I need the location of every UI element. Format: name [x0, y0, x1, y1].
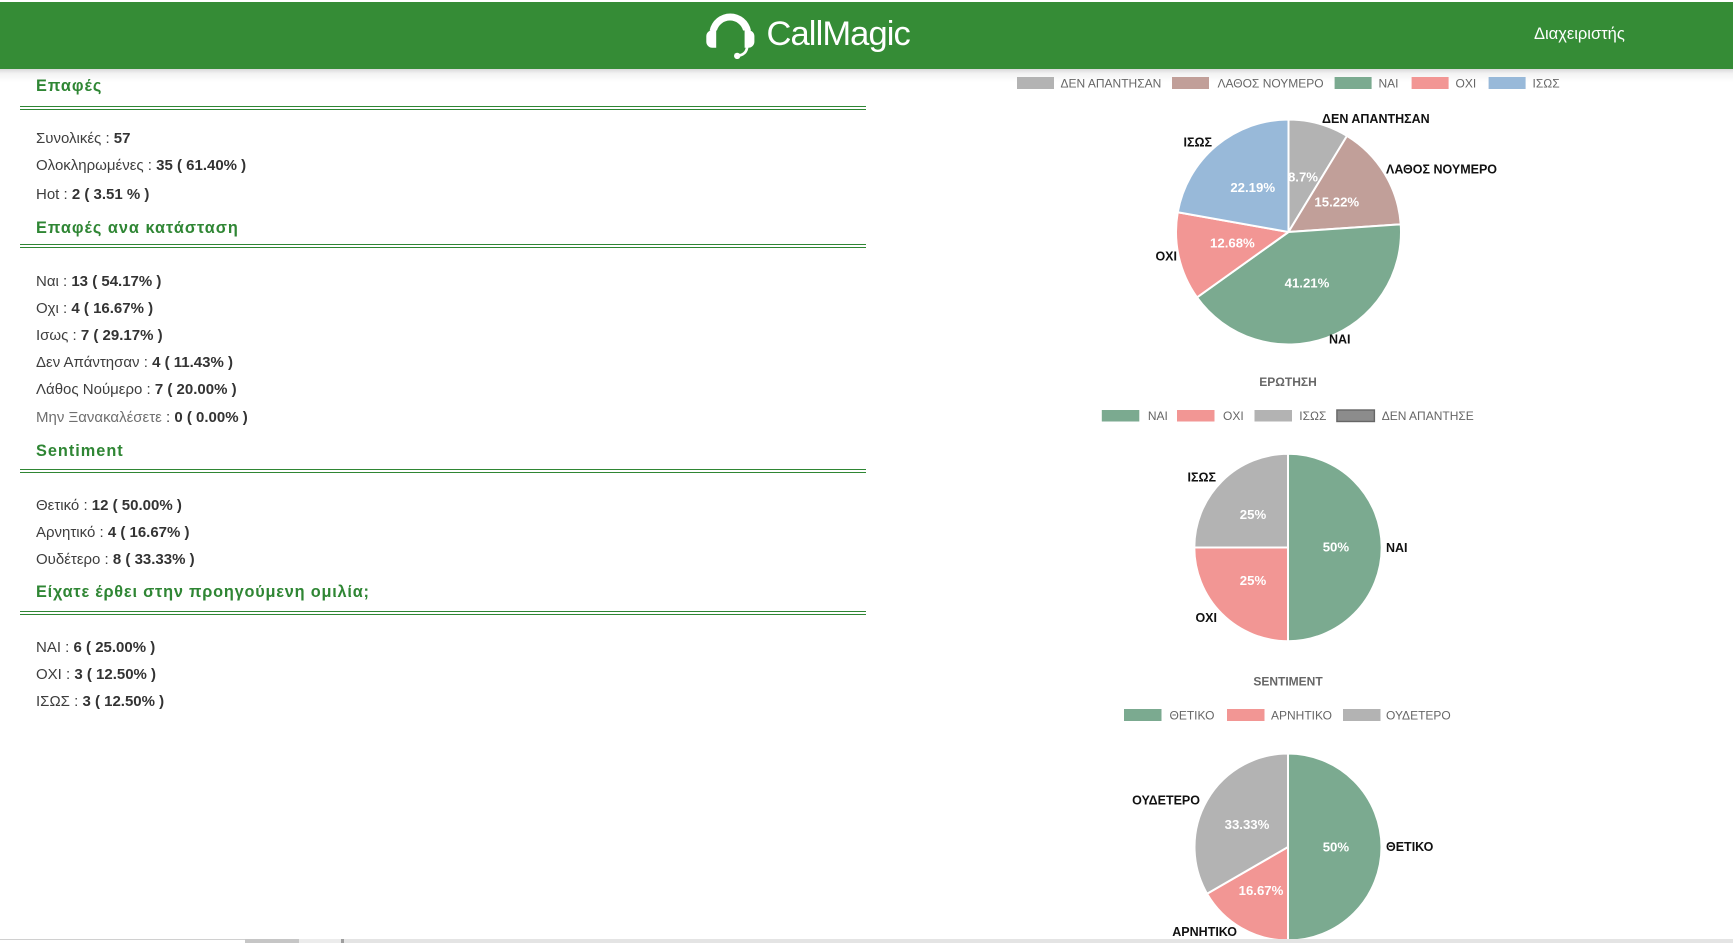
svg-text:ΛΑΘΟΣ ΝΟΥΜΕΡΟ: ΛΑΘΟΣ ΝΟΥΜΕΡΟ [1218, 76, 1324, 90]
svg-text:ΔΕΝ ΑΠΑΝΤΗΣΑΝ: ΔΕΝ ΑΠΑΝΤΗΣΑΝ [1061, 76, 1162, 90]
svg-text:22.19%: 22.19% [1230, 180, 1275, 195]
svg-text:ΝΑΙ: ΝΑΙ [1386, 541, 1408, 555]
svg-text:25%: 25% [1240, 507, 1267, 522]
svg-text:ΝΑΙ: ΝΑΙ [1148, 409, 1168, 423]
svg-text:15.22%: 15.22% [1314, 194, 1359, 209]
svg-text:ΙΣΩΣ: ΙΣΩΣ [1299, 409, 1326, 423]
svg-text:SENTIMENT: SENTIMENT [1253, 675, 1323, 689]
svg-text:ΟΧΙ: ΟΧΙ [1155, 249, 1177, 263]
svg-text:41.21%: 41.21% [1285, 275, 1330, 290]
svg-text:ΙΣΩΣ: ΙΣΩΣ [1184, 135, 1213, 149]
svg-text:ΟΧΙ: ΟΧΙ [1195, 611, 1217, 625]
svg-text:ΑΡΝΗΤΙΚΟ: ΑΡΝΗΤΙΚΟ [1172, 925, 1237, 939]
svg-text:ΘΕΤΙΚΟ: ΘΕΤΙΚΟ [1386, 840, 1434, 854]
svg-text:ΟΥΔΕΤΕΡΟ: ΟΥΔΕΤΕΡΟ [1386, 708, 1451, 722]
svg-text:ΟΧΙ: ΟΧΙ [1456, 76, 1477, 90]
svg-text:ΔΕΝ ΑΠΑΝΤΗΣΑΝ: ΔΕΝ ΑΠΑΝΤΗΣΑΝ [1322, 112, 1430, 126]
svg-text:ΕΡΩΤΗΣΗ: ΕΡΩΤΗΣΗ [1259, 375, 1317, 389]
svg-text:16.67%: 16.67% [1239, 883, 1284, 898]
svg-text:ΘΕΤΙΚΟ: ΘΕΤΙΚΟ [1170, 708, 1215, 722]
svg-text:33.33%: 33.33% [1225, 817, 1270, 832]
svg-text:ΝΑΙ: ΝΑΙ [1329, 332, 1351, 346]
svg-text:ΟΥΔΕΤΕΡΟ: ΟΥΔΕΤΕΡΟ [1132, 793, 1200, 807]
svg-text:ΙΣΩΣ: ΙΣΩΣ [1188, 470, 1217, 484]
svg-text:25%: 25% [1240, 573, 1267, 588]
svg-text:ΑΡΝΗΤΙΚΟ: ΑΡΝΗΤΙΚΟ [1271, 708, 1332, 722]
svg-text:50%: 50% [1323, 840, 1350, 855]
svg-text:8.7%: 8.7% [1288, 170, 1318, 185]
svg-text:ΔΕΝ ΑΠΑΝΤΗΣΕ: ΔΕΝ ΑΠΑΝΤΗΣΕ [1382, 409, 1474, 423]
svg-text:ΝΑΙ: ΝΑΙ [1379, 76, 1399, 90]
svg-text:ΟΧΙ: ΟΧΙ [1223, 409, 1244, 423]
svg-text:50%: 50% [1323, 540, 1350, 555]
svg-text:ΛΑΘΟΣ ΝΟΥΜΕΡΟ: ΛΑΘΟΣ ΝΟΥΜΕΡΟ [1386, 163, 1497, 177]
svg-text:12.68%: 12.68% [1210, 235, 1255, 250]
svg-text:ΙΣΩΣ: ΙΣΩΣ [1533, 76, 1560, 90]
